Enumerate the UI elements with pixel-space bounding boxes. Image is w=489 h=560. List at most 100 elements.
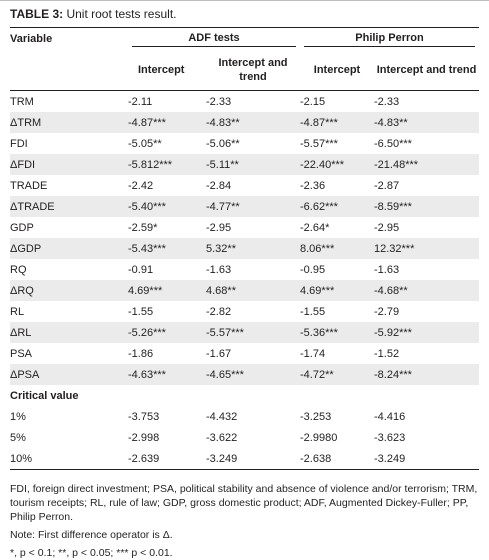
table-cell: -2.11	[128, 95, 153, 108]
table-cell: -2.42	[128, 179, 154, 192]
row-label: ΔTRADE	[10, 196, 128, 217]
table-cell: -4.72**	[300, 364, 374, 385]
table-row: PSA -1.86 -1.67 -1.74 -1.52	[10, 343, 479, 364]
header-group-adf: ADF tests	[128, 27, 300, 50]
table-cell: -5.57***	[206, 322, 300, 343]
caption-label: TABLE 3:	[10, 7, 64, 21]
row-label: 5%	[10, 431, 26, 444]
table-cell: -2.84	[206, 179, 232, 192]
table-cell: -5.57***	[300, 137, 338, 150]
table-cell: -21.48***	[374, 154, 479, 175]
header-variable: Variable	[10, 27, 128, 50]
table-cell: -2.9980	[300, 431, 338, 444]
table-cell: -1.63	[206, 263, 232, 276]
table-cell: -3.249	[374, 448, 479, 470]
table-cell: -1.55	[128, 305, 154, 318]
table-row: ΔRQ 4.69*** 4.68** 4.69*** -4.68**	[10, 280, 479, 301]
table-cell: -2.59*	[128, 221, 158, 234]
header-group-pp: Philip Perron	[300, 27, 479, 50]
table-row: RQ -0.91 -1.63 -0.95 -1.63	[10, 259, 479, 280]
table-cell: -8.24***	[374, 364, 479, 385]
table-row: ΔPSA -4.63*** -4.65*** -4.72** -8.24***	[10, 364, 479, 385]
row-label: 10%	[10, 448, 128, 470]
table-cell: -4.65***	[206, 364, 300, 385]
table-row: TRADE -2.42 -2.84 -2.36 -2.87	[10, 175, 479, 196]
significance-note: *, p < 0.1; **, p < 0.05; *** p < 0.01.	[10, 547, 173, 559]
table-cell: -2.95	[374, 221, 400, 234]
row-label: ΔFDI	[10, 154, 128, 175]
row-label: ΔGDP	[10, 238, 128, 259]
row-label: 1%	[10, 410, 26, 423]
table-row: 1% -3.753 -4.432 -3.253 -4.416	[10, 406, 479, 427]
table-cell: -2.82	[206, 305, 232, 318]
table-cell: -3.253	[300, 410, 332, 423]
table-cell: -2.15	[300, 95, 326, 108]
table-cell: -5.36***	[300, 322, 374, 343]
table-cell: -2.33	[374, 95, 400, 108]
table-cell: -4.87***	[128, 112, 206, 133]
caption-text: Unit root tests result.	[63, 7, 177, 21]
row-label: ΔRL	[10, 322, 128, 343]
table-cell: -3.623	[374, 431, 406, 444]
table-cell: 4.69***	[300, 280, 374, 301]
table-notes: FDI, foreign direct investment; PSA, pol…	[10, 482, 479, 560]
table-cell: -1.63	[374, 263, 400, 276]
table-cell: -2.638	[300, 448, 374, 470]
header-pp-intercept-trend: Intercept and trend	[376, 64, 477, 76]
row-label: TRADE	[10, 179, 48, 192]
table-cell: -0.95	[300, 263, 326, 276]
table-row: ΔTRM -4.87*** -4.83** -4.87*** -4.83**	[10, 112, 479, 133]
difference-operator-note: Note: First difference operator is Δ.	[10, 529, 173, 541]
table-cell: 5.32**	[206, 238, 300, 259]
table-header: Variable ADF tests Philip Perron Interce…	[10, 27, 479, 91]
table-cell: -4.83**	[374, 112, 479, 133]
row-label: GDP	[10, 221, 34, 234]
table-cell: 4.68**	[206, 280, 300, 301]
table-cell: -2.79	[374, 305, 400, 318]
table-cell: -5.05**	[128, 137, 162, 150]
table-cell: -3.249	[206, 448, 300, 470]
table-cell: -1.67	[206, 347, 232, 360]
table-row: RL -1.55 -2.82 -1.55 -2.79	[10, 301, 479, 322]
table-cell: 4.69***	[128, 280, 206, 301]
table-cell: -4.432	[206, 410, 238, 423]
table-cell: -5.26***	[128, 322, 206, 343]
critical-values-body: Critical value 1% -3.753 -4.432 -3.253 -4.41…	[10, 385, 479, 470]
table-row: TRM -2.11 -2.33 -2.15 -2.33	[10, 91, 479, 113]
table-caption: TABLE 3: Unit root tests result.	[0, 0, 489, 27]
unit-root-table: Variable ADF tests Philip Perron Interce…	[10, 27, 479, 470]
table-row: ΔFDI -5.812*** -5.11** -22.40*** -21.48***	[10, 154, 479, 175]
table-body: TRM -2.11 -2.33 -2.15 -2.33 ΔTRM -4.87*** -4.83…	[10, 91, 479, 385]
row-label: ΔRQ	[10, 280, 128, 301]
table-row: GDP -2.59* -2.95 -2.64* -2.95	[10, 217, 479, 238]
header-adf-intercept: Intercept	[138, 64, 185, 76]
table-cell: -2.87	[374, 179, 400, 192]
table-cell: -22.40***	[300, 154, 374, 175]
critical-value-heading: Critical value	[10, 389, 79, 402]
table-cell: -0.91	[128, 263, 154, 276]
table-cell: -4.77**	[206, 196, 300, 217]
table-cell: -3.753	[128, 410, 160, 423]
table-cell: 8.06***	[300, 238, 374, 259]
row-label: RL	[10, 305, 25, 318]
table-cell: -4.416	[374, 410, 406, 423]
table-cell: -4.63***	[128, 364, 206, 385]
table-cell: -6.50***	[374, 137, 412, 150]
row-label: ΔTRM	[10, 112, 128, 133]
table-cell: 12.32***	[374, 238, 479, 259]
table-cell: -2.639	[128, 448, 206, 470]
table-row: ΔGDP -5.43*** 5.32** 8.06*** 12.32***	[10, 238, 479, 259]
table-cell: -5.92***	[374, 322, 479, 343]
table-cell: -8.59***	[374, 196, 479, 217]
table-cell: -1.55	[300, 305, 326, 318]
table-cell: -1.86	[128, 347, 154, 360]
table-cell: -4.87***	[300, 112, 374, 133]
table-row: ΔTRADE -5.40*** -4.77** -6.62*** -8.59***	[10, 196, 479, 217]
row-label: RQ	[10, 263, 27, 276]
table-cell: -5.40***	[128, 196, 206, 217]
table-cell: -4.83**	[206, 112, 300, 133]
table-cell: -5.11**	[206, 154, 300, 175]
table-row: 5% -2.998 -3.622 -2.9980 -3.623	[10, 427, 479, 448]
table-cell: -2.33	[206, 95, 232, 108]
